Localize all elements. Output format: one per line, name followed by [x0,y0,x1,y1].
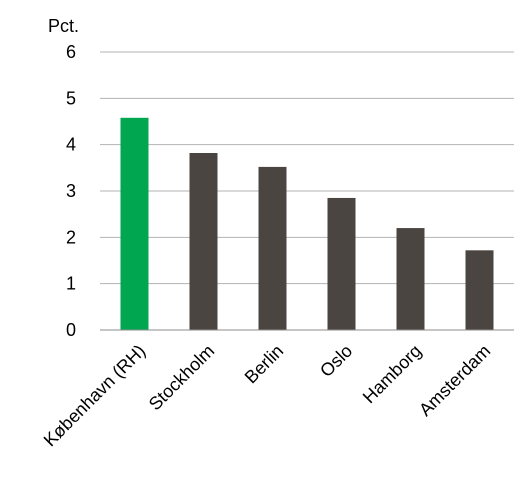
x-tick-label: Amsterdam [415,341,494,420]
y-tick-label: 4 [66,135,76,155]
x-tick-label: København (RH) [40,341,150,451]
bar [396,228,425,330]
x-tick-label: Hamborg [359,341,425,407]
y-tick-label: 0 [66,320,76,340]
y-tick-label: 2 [66,227,76,247]
bar [258,166,287,330]
x-tick-label: Stockholm [145,341,219,415]
y-tick-labels: 0 1 2 3 4 5 6 [66,42,76,340]
x-tick-label: Berlin [241,341,288,388]
y-tick-label: 3 [66,181,76,201]
bar [465,250,494,330]
x-tick-label: Oslo [316,341,356,381]
bars [120,117,494,330]
y-tick-label: 5 [66,88,76,108]
bar [327,197,356,330]
y-axis-unit-label: Pct. [48,16,79,36]
y-tick-label: 6 [66,42,76,62]
x-tick-labels: København (RH)Stockholm Berlin Oslo Hamborg… [40,341,495,451]
gridlines [100,51,514,285]
bar [189,153,218,330]
y-tick-label: 1 [66,274,76,294]
bar [120,117,149,330]
